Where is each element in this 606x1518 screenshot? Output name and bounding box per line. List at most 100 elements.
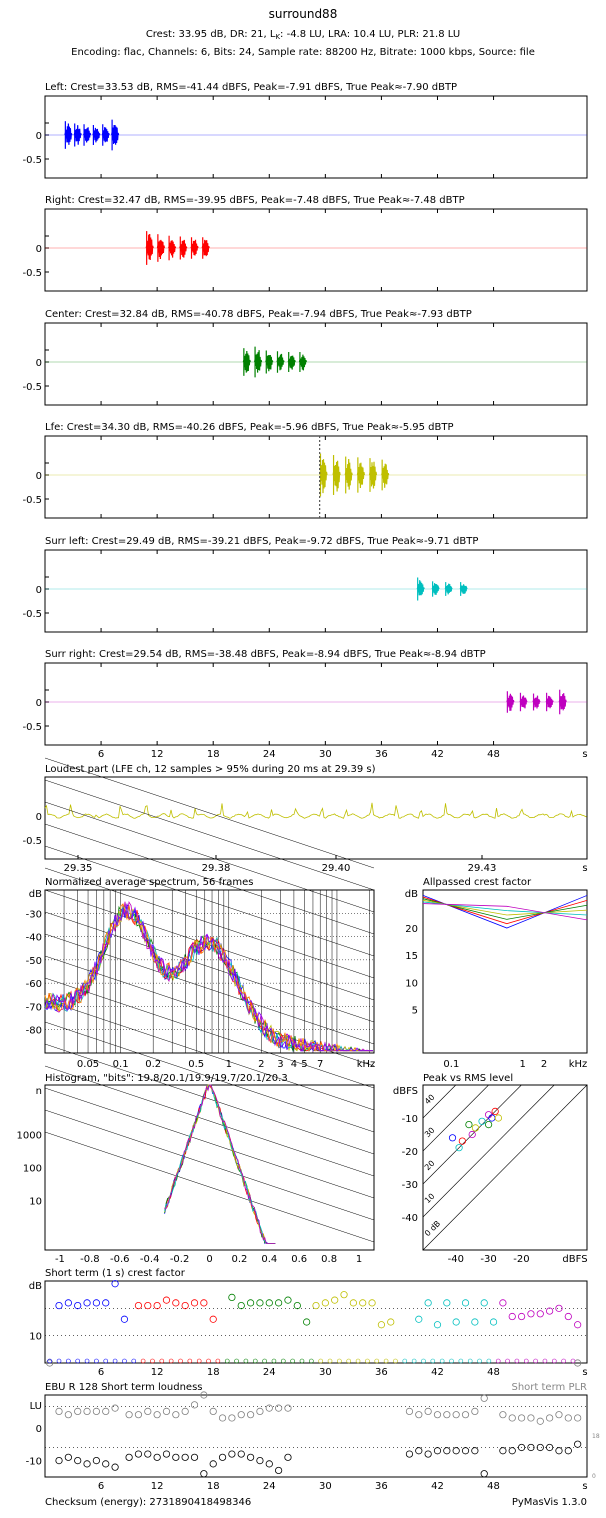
ebu-point (102, 1407, 110, 1416)
waveform-burst (64, 123, 73, 145)
ebu-point (499, 1411, 507, 1419)
x-tick-label: -20 (513, 1254, 529, 1265)
x-tick-label: 6 (98, 1367, 104, 1378)
crest-floor-point (383, 1358, 389, 1364)
ebu-point (111, 1463, 119, 1471)
peak-rms-point (468, 1130, 476, 1139)
x-tick-label: 5 (301, 1059, 307, 1070)
y-tick-label: -60 (26, 979, 42, 990)
crest-floor-point (290, 1358, 295, 1364)
crest-diagonal (422, 1084, 489, 1152)
y-tick-label: 0 (36, 585, 42, 596)
x-tick-label: -1 (55, 1254, 65, 1265)
waveform-burst (190, 239, 199, 256)
x-tick-label: 0.4 (261, 1254, 277, 1265)
ebu-point (564, 1447, 572, 1455)
ebu-point (256, 1457, 264, 1465)
ebu-point (265, 1404, 273, 1412)
waveform-burst (519, 695, 528, 709)
crest-point (480, 1299, 488, 1307)
crest-point (424, 1299, 432, 1307)
x-tick-label: -0.4 (140, 1254, 160, 1265)
crest-floor-point (224, 1358, 230, 1364)
ebu-point (275, 1404, 283, 1412)
ebu-point (452, 1411, 460, 1419)
ebu-point (74, 1457, 82, 1465)
crest-floor-point (243, 1358, 249, 1364)
x-unit-label: s (582, 1367, 587, 1378)
crest-floor-point (477, 1358, 482, 1364)
slope-line (44, 1065, 375, 1177)
spectrum-title: Normalized average spectrum, 56 frames (45, 877, 253, 888)
slope-line (44, 933, 375, 1045)
ebu-point (574, 1440, 582, 1448)
crest-floor-point (215, 1358, 221, 1364)
slope-line (44, 801, 375, 913)
crest-point (228, 1293, 236, 1302)
crest-point (74, 1302, 82, 1310)
x-tick-label: 2 (258, 1059, 264, 1070)
x-tick-label: 6 (98, 1481, 104, 1492)
crest-point (508, 1312, 516, 1321)
x-tick-label: 6 (98, 749, 104, 760)
right-tick-label: 18 (592, 1433, 600, 1440)
crest-point (92, 1299, 100, 1307)
crest-point (452, 1318, 460, 1326)
x-tick-label: -0.8 (80, 1254, 100, 1265)
spectrum-series (44, 903, 373, 1053)
ebu-point (508, 1447, 516, 1455)
waveform-burst (298, 354, 307, 371)
ebu-point (256, 1407, 264, 1416)
ebu-point (172, 1453, 180, 1461)
ebu-point (265, 1460, 273, 1468)
slope-line (44, 1043, 375, 1155)
waveform-burst (344, 458, 353, 490)
y-tick-label: 5 (412, 1006, 418, 1017)
ebu-point (190, 1453, 199, 1461)
ebu-point (102, 1460, 110, 1468)
crest-floor-point (467, 1358, 473, 1364)
report-summary: Crest: 33.95 dB, DR: 21, LK: -4.8 LU, LR… (146, 29, 460, 41)
diagonal-label: 30 (423, 1126, 437, 1140)
ebu-point (64, 1453, 72, 1461)
crest-plot (44, 1280, 588, 1364)
y-tick-label: -0.5 (22, 609, 42, 620)
crest-point (574, 1321, 582, 1329)
waveform-burst (242, 350, 251, 373)
crest-point (387, 1318, 395, 1326)
crest-floor-point (402, 1358, 408, 1364)
diagonal-label: 20 (423, 1159, 437, 1173)
allpass-plot (422, 889, 588, 1054)
x-unit-label: s (582, 749, 587, 760)
waveform-burst (101, 127, 110, 143)
crest-point (312, 1302, 320, 1310)
y-tick-label: -30 (402, 1180, 418, 1191)
allpass-series (422, 898, 588, 920)
ebu-point (92, 1457, 100, 1465)
crest-point (144, 1302, 152, 1310)
x-tick-label: 3 (277, 1059, 283, 1070)
crest-point (284, 1296, 292, 1304)
waveform-plot (44, 95, 588, 179)
crest-floor-point (66, 1358, 71, 1364)
peak-rms-point (478, 1117, 486, 1125)
crest-floor-point (458, 1358, 464, 1364)
x-tick-label: 0.1 (113, 1059, 129, 1070)
y-tick-label: -80 (26, 1026, 42, 1037)
x-tick-label: 1 (519, 1059, 525, 1070)
crest-point (331, 1296, 339, 1304)
y-tick-label: 15 (405, 951, 418, 962)
crest-floor-point (196, 1358, 202, 1364)
ebu-point (275, 1466, 283, 1475)
histogram-title: Histogram, "bits": 19.8/20.1/19.9/19.7/2… (45, 1073, 288, 1084)
crest-floor-point (252, 1358, 258, 1364)
ebu-point (452, 1447, 460, 1455)
crest-point (134, 1302, 143, 1310)
ebu-point (471, 1447, 479, 1455)
ebu-point (433, 1447, 442, 1455)
x-tick-label: 36 (375, 749, 388, 760)
ebu-point (415, 1411, 423, 1419)
crest-point (377, 1321, 386, 1329)
x-tick-label: -30 (480, 1254, 496, 1265)
y-axis-label: dB (405, 889, 418, 900)
